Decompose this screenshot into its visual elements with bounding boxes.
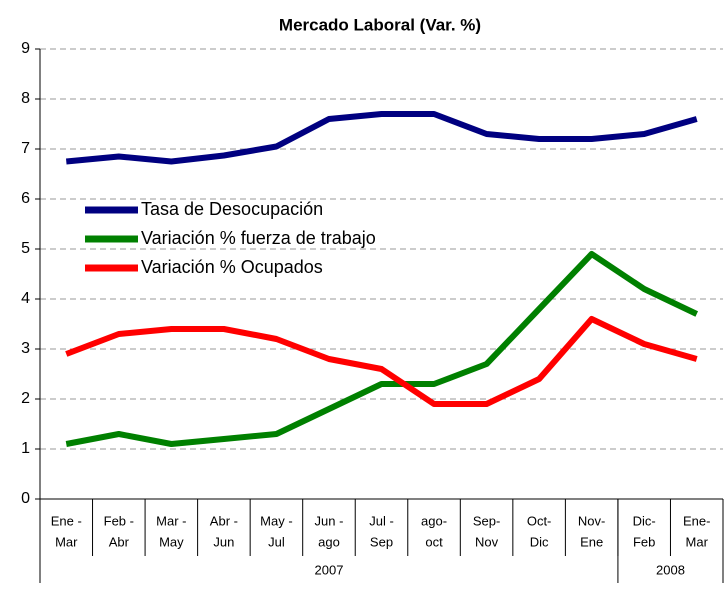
y-tick-label: 5 — [21, 240, 30, 257]
y-tick-label: 9 — [21, 40, 30, 57]
x-tick-label: Dic- — [633, 513, 656, 528]
legend-label: Tasa de Desocupación — [141, 199, 323, 219]
x-tick-label: ago- — [421, 513, 447, 528]
x-tick-label: May — [159, 534, 184, 549]
line-series — [65, 111, 698, 165]
x-tick-label: Ene- — [683, 513, 710, 528]
x-tick-label: ago — [318, 534, 340, 549]
line-series — [65, 251, 699, 447]
x-tick-label: Jun — [213, 534, 234, 549]
group-label: 2007 — [315, 562, 344, 577]
x-tick-label: Abr — [109, 534, 130, 549]
x-tick-label: Feb - — [104, 513, 134, 528]
x-tick-label: Feb — [633, 534, 655, 549]
line-series — [65, 316, 698, 407]
x-tick-label: Ene — [580, 534, 603, 549]
x-tick-label: oct — [425, 534, 443, 549]
x-tick-label: Mar — [686, 534, 709, 549]
x-tick-label: Nov — [475, 534, 499, 549]
x-tick-label: Sep- — [473, 513, 500, 528]
legend-label: Variación % Ocupados — [141, 257, 323, 277]
legend-label: Variación % fuerza de trabajo — [141, 228, 376, 248]
x-tick-label: Jul - — [369, 513, 394, 528]
x-tick-label: Dic — [530, 534, 549, 549]
x-tick-label: Oct- — [527, 513, 552, 528]
x-tick-label: Abr - — [210, 513, 238, 528]
x-tick-label: Nov- — [578, 513, 605, 528]
x-tick-label: Ene - — [51, 513, 82, 528]
x-tick-label: Mar — [55, 534, 78, 549]
x-tick-label: May - — [260, 513, 293, 528]
y-tick-label: 2 — [21, 390, 30, 407]
x-tick-label: Mar - — [156, 513, 186, 528]
x-tick-label: Jul — [268, 534, 285, 549]
y-tick-label: 8 — [21, 90, 30, 107]
y-tick-label: 0 — [21, 490, 30, 507]
y-tick-label: 3 — [21, 340, 30, 357]
y-tick-label: 6 — [21, 190, 30, 207]
y-tick-label: 1 — [21, 440, 30, 457]
y-tick-label: 4 — [21, 290, 30, 307]
y-tick-label: 7 — [21, 140, 30, 157]
x-tick-label: Jun - — [315, 513, 344, 528]
chart-title: Mercado Laboral (Var. %) — [279, 15, 481, 34]
x-tick-label: Sep — [370, 534, 393, 549]
group-label: 2008 — [656, 562, 685, 577]
